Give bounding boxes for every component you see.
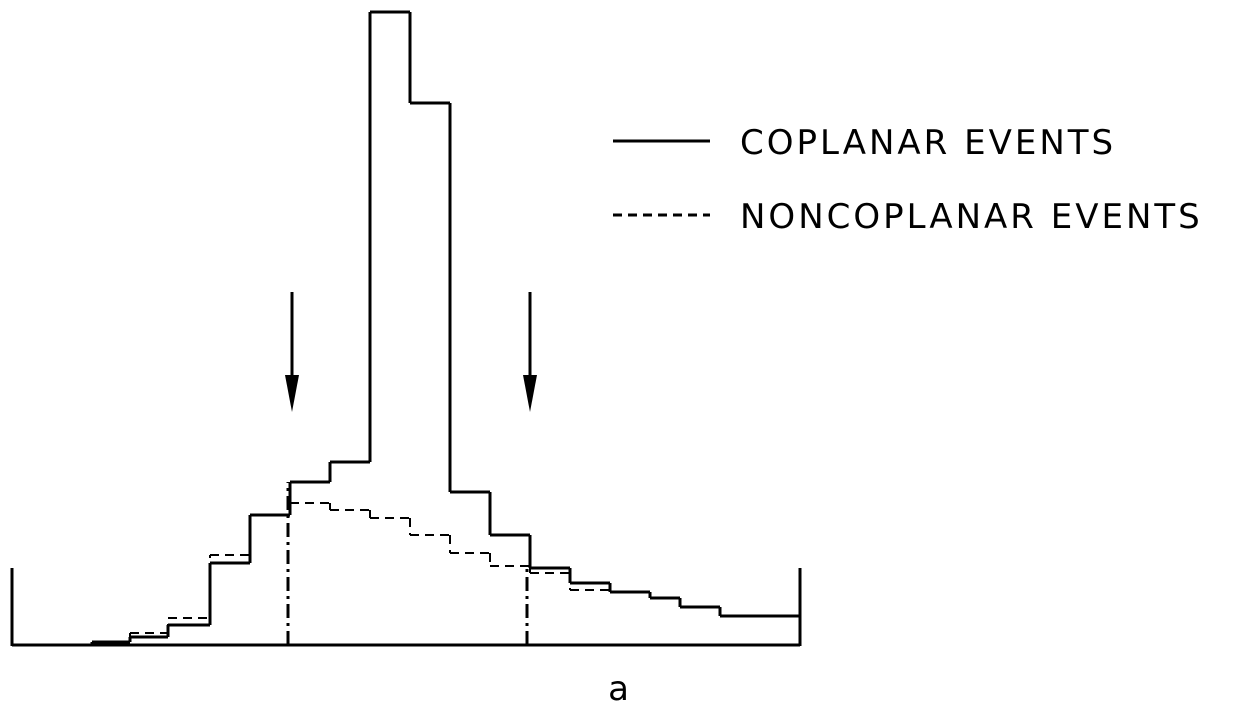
frame bbox=[10, 292, 802, 647]
caption: a bbox=[608, 669, 632, 709]
arrow-head bbox=[285, 375, 299, 412]
legend-label: COPLANAR EVENTS bbox=[740, 123, 1116, 163]
legend-label: NONCOPLANAR EVENTS bbox=[740, 197, 1203, 237]
arrow-head bbox=[523, 375, 537, 412]
